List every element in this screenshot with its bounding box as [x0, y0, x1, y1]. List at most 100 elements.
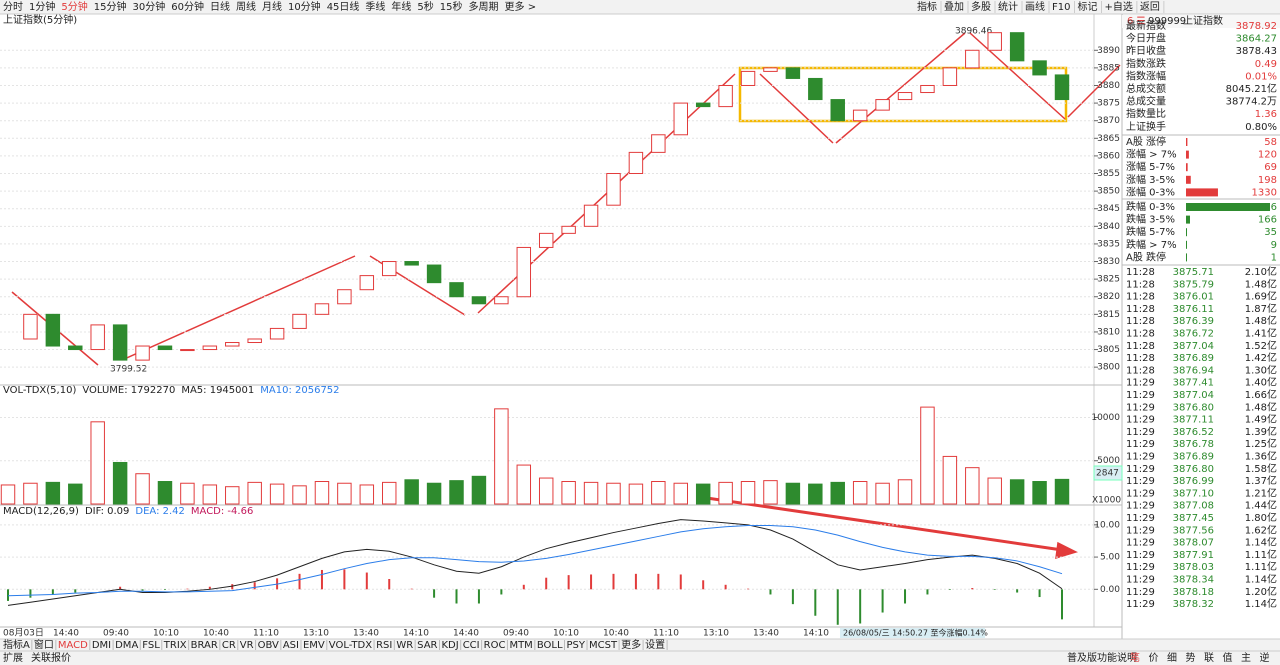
indicator-tab[interactable]: VOL-TDX	[329, 640, 372, 651]
indicator-tab[interactable]: VR	[240, 640, 254, 651]
trade-price: 3877.04	[1173, 390, 1214, 401]
period-tab[interactable]: 10分钟	[288, 0, 321, 13]
period-tab[interactable]: 季线	[365, 0, 385, 13]
footer-tab[interactable]: 逆	[1260, 651, 1270, 664]
period-tab[interactable]: 15分钟	[94, 0, 127, 13]
dif-line	[7, 519, 1063, 606]
indicator-tab[interactable]: EMV	[303, 640, 325, 651]
indicator-tab[interactable]: 设置	[645, 639, 665, 651]
volume-bar	[651, 481, 666, 505]
indicator-tab[interactable]: PSY	[567, 640, 586, 651]
indicator-tab[interactable]: WR	[396, 640, 413, 651]
indicator-tab[interactable]: ASI	[283, 640, 299, 651]
period-tab[interactable]: 分时	[3, 1, 23, 13]
indicator-tab[interactable]: FSL	[142, 640, 160, 651]
breadth-bar	[1186, 228, 1187, 237]
bottom-link[interactable]: 关联报价	[31, 651, 71, 664]
indicator-tab[interactable]: BOLL	[537, 640, 563, 651]
period-tab[interactable]: 5分钟	[61, 0, 87, 13]
breadth-label: 跌幅 0-3%	[1126, 200, 1175, 213]
trade-time: 11:28	[1126, 267, 1155, 278]
tool-button[interactable]: 标记	[1077, 1, 1097, 13]
candle	[740, 70, 756, 86]
tool-button[interactable]: 统计	[998, 0, 1018, 13]
tool-button[interactable]: 画线	[1025, 0, 1045, 13]
footer-tab[interactable]: 值	[1223, 651, 1233, 664]
indicator-tab[interactable]: DMA	[115, 640, 138, 651]
period-tab[interactable]: 1分钟	[29, 0, 55, 13]
tool-button[interactable]: F10	[1052, 2, 1070, 13]
period-tab[interactable]: 周线	[236, 0, 256, 13]
quote-label: 今日开盘	[1126, 32, 1166, 45]
indicator-tab[interactable]: MCST	[589, 640, 618, 651]
trade-time: 11:29	[1126, 439, 1155, 450]
indicator-tab[interactable]: CR	[222, 640, 236, 651]
indicator-tab[interactable]: KDJ	[441, 640, 458, 651]
indicator-tab[interactable]: 更多	[621, 638, 641, 651]
volume-bar	[1032, 481, 1047, 505]
tool-button[interactable]: 叠加	[944, 1, 964, 13]
candle	[269, 327, 285, 340]
period-tab[interactable]: 多周期	[469, 0, 499, 13]
footer-tab[interactable]: 联	[1204, 652, 1214, 664]
y-tick-label: 3805	[1097, 345, 1120, 355]
candle	[494, 296, 509, 305]
x-tick-label: 14:10	[803, 629, 829, 639]
trade-amount: 1.41亿	[1245, 327, 1277, 340]
volume-bar	[718, 481, 733, 505]
period-tab[interactable]: 日线	[210, 0, 230, 13]
tool-button[interactable]: 指标	[917, 0, 937, 13]
volume-bar	[852, 481, 868, 505]
trade-time: 11:28	[1126, 329, 1155, 340]
footer-tab[interactable]: 主	[1241, 652, 1251, 664]
trade-amount: 1.21亿	[1245, 486, 1277, 499]
indicator-tab[interactable]: BRAR	[191, 640, 218, 651]
indicator-tab[interactable]: CCI	[463, 640, 480, 651]
x-tick-label: 10:40	[203, 629, 229, 639]
period-tab[interactable]: 更多 >	[505, 0, 537, 13]
volume-bar	[830, 481, 845, 505]
footer-link[interactable]: 普及版功能说明	[1067, 651, 1137, 664]
footer-tab[interactable]: 势	[1186, 651, 1196, 664]
period-tab[interactable]: 45日线	[327, 0, 360, 13]
tool-button[interactable]: +自选	[1104, 0, 1132, 13]
trade-time: 11:29	[1126, 525, 1155, 536]
quote-value: 3878.43	[1236, 46, 1277, 57]
period-tab[interactable]: 5秒	[417, 0, 433, 13]
footer-tab[interactable]: 细	[1167, 651, 1177, 664]
volume-bar	[202, 484, 218, 505]
indicator-tab[interactable]: OBV	[258, 640, 279, 651]
tool-button[interactable]: 多股	[971, 0, 991, 13]
candle	[695, 102, 711, 108]
indicator-tab[interactable]: MTM	[509, 640, 532, 651]
period-tab[interactable]: 年线	[391, 0, 411, 13]
trade-price: 3876.78	[1173, 439, 1214, 450]
volume-bar	[897, 479, 913, 505]
volume-bar	[359, 484, 375, 505]
quote-label: 指数涨跌	[1126, 57, 1166, 70]
indicator-tab[interactable]: ROC	[484, 640, 506, 651]
period-tab[interactable]: 30分钟	[132, 0, 165, 13]
quote-label: 最新指数	[1126, 19, 1166, 32]
indicator-tab[interactable]: RSI	[376, 640, 392, 651]
bottom-link[interactable]: 扩展	[3, 651, 23, 664]
quote-value: 3878.92	[1236, 21, 1277, 32]
indicator-tab[interactable]: 窗口	[34, 638, 54, 651]
period-tab[interactable]: 15秒	[440, 0, 463, 13]
indicator-tab[interactable]: SAR	[417, 640, 437, 651]
candle	[897, 92, 913, 101]
period-tab[interactable]: 60分钟	[171, 0, 204, 13]
indicator-tab[interactable]: DMI	[92, 640, 111, 651]
trade-time: 11:29	[1126, 427, 1155, 438]
indicator-tab[interactable]: 指标A	[3, 638, 30, 651]
indicator-tab[interactable]: MACD	[58, 640, 88, 651]
indicator-tab[interactable]: TRIX	[163, 640, 187, 651]
trade-time: 11:28	[1126, 279, 1155, 290]
period-tab[interactable]: 月线	[262, 0, 282, 13]
y-tick-label: 3850	[1097, 187, 1120, 197]
footer-tab[interactable]: 价	[1149, 652, 1159, 664]
trade-amount: 1.52亿	[1245, 339, 1277, 352]
trade-amount: 1.14亿	[1245, 573, 1277, 586]
footer-tab[interactable]: 笔	[1130, 651, 1140, 664]
tool-button[interactable]: 返回	[1140, 1, 1160, 13]
